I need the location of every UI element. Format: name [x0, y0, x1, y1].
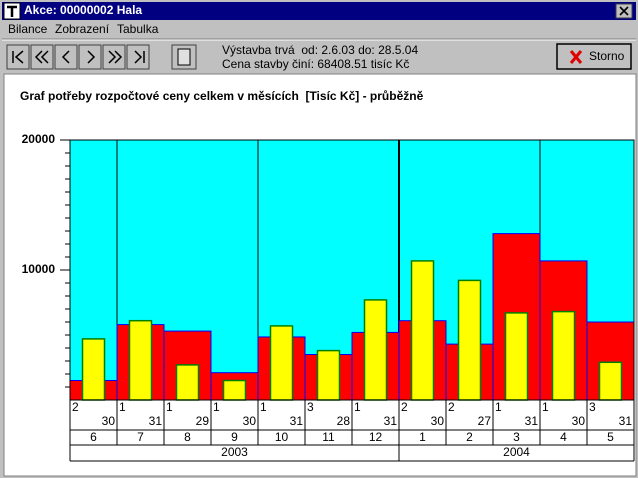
last-day: 27 — [478, 414, 492, 428]
nav-glyph — [12, 50, 24, 64]
first-day: 1 — [542, 400, 549, 414]
app-icon-glyph — [7, 5, 17, 17]
month-label: 12 — [369, 430, 383, 444]
yellow-bar — [316, 349, 341, 401]
last-day: 28 — [337, 414, 351, 428]
y-tick-label: 20000 — [22, 132, 56, 146]
y-tick-label: 10000 — [22, 262, 56, 276]
first-day: 2 — [72, 400, 79, 414]
month-label: 2 — [466, 430, 473, 444]
yellow-bar — [457, 279, 482, 401]
nav-button[interactable] — [54, 44, 78, 70]
last-day: 30 — [243, 414, 257, 428]
yellow-bar — [504, 312, 529, 401]
last-day: 30 — [431, 414, 445, 428]
nav-button[interactable] — [126, 44, 150, 70]
first-day: 1 — [166, 400, 173, 414]
yellow-bar — [222, 379, 247, 401]
last-day: 31 — [384, 414, 398, 428]
first-day: 2 — [401, 400, 408, 414]
last-day: 31 — [149, 414, 163, 428]
yellow-bar — [128, 319, 153, 401]
month-label: 1 — [419, 430, 426, 444]
duration-text: Výstavba trvá od: 2.6.03 do: 28.5.04 — [222, 43, 418, 57]
year-label: 2003 — [221, 445, 248, 459]
last-day: 31 — [525, 414, 539, 428]
nav-glyph — [34, 50, 49, 64]
first-day: 3 — [589, 400, 596, 414]
calculator-icon — [177, 48, 191, 66]
yellow-bar — [551, 310, 576, 401]
month-label: 4 — [560, 430, 567, 444]
nav-glyph — [61, 50, 70, 64]
yellow-bar — [81, 338, 106, 401]
yellow-bar — [363, 299, 388, 401]
first-day: 3 — [307, 400, 314, 414]
yellow-bar — [410, 260, 435, 401]
menu-item[interactable]: Tabulka — [117, 22, 159, 36]
last-day: 31 — [290, 414, 304, 428]
menu-item[interactable]: Zobrazení — [55, 22, 110, 36]
month-label: 10 — [275, 430, 289, 444]
month-label: 8 — [184, 430, 191, 444]
nav-glyph — [134, 50, 145, 64]
month-label: 3 — [513, 430, 520, 444]
window-title: Akce: 00000002 Hala — [24, 3, 142, 17]
last-day: 30 — [102, 414, 116, 428]
first-day: 1 — [119, 400, 126, 414]
nav-button[interactable] — [78, 44, 102, 70]
first-day: 1 — [260, 400, 267, 414]
month-label: 5 — [607, 430, 614, 444]
first-day: 1 — [354, 400, 361, 414]
first-day: 1 — [213, 400, 220, 414]
last-day: 31 — [619, 414, 633, 428]
storno-button[interactable] — [556, 43, 632, 70]
menu-item[interactable]: Bilance — [8, 22, 48, 36]
nav-glyph — [87, 50, 96, 64]
chart-title: Graf potřeby rozpočtové ceny celkem v mě… — [20, 89, 424, 103]
yellow-bar — [175, 364, 200, 401]
yellow-bar — [598, 361, 623, 401]
month-label: 11 — [322, 430, 335, 444]
month-label: 9 — [231, 430, 238, 444]
year-label: 2004 — [503, 445, 530, 459]
last-day: 30 — [572, 414, 586, 428]
storno-label: Storno — [589, 49, 625, 63]
nav-buttons — [6, 44, 150, 70]
nav-glyph — [108, 50, 123, 64]
cost-text: Cena stavby činí: 68408.51 tisíc Kč — [222, 57, 409, 71]
title-bar — [2, 2, 636, 20]
month-label: 7 — [137, 430, 144, 444]
yellow-bar — [269, 325, 294, 401]
first-day: 1 — [495, 400, 502, 414]
nav-button[interactable] — [6, 44, 30, 70]
last-day: 29 — [196, 414, 210, 428]
first-day: 2 — [448, 400, 455, 414]
close-glyph — [619, 6, 629, 16]
storno-icon — [569, 50, 583, 64]
month-label: 6 — [90, 430, 97, 444]
